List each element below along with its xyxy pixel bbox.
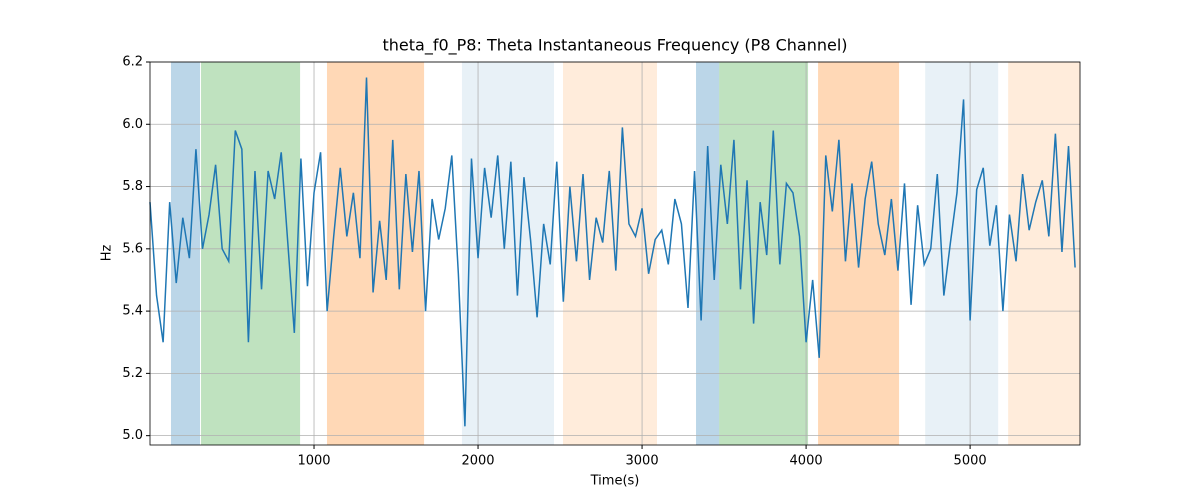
x-tick-label: 4000: [790, 454, 823, 469]
y-tick-label: 5.0: [122, 428, 143, 443]
y-axis-label: Hz: [100, 245, 115, 262]
shaded-span: [719, 62, 809, 445]
shaded-span: [696, 62, 720, 445]
y-tick-label: 5.6: [122, 241, 143, 256]
y-tick-label: 6.2: [122, 55, 143, 70]
chart-title: theta_f0_P8: Theta Instantaneous Frequen…: [382, 36, 847, 56]
y-tick-label: 5.2: [122, 366, 143, 381]
x-axis-label: Time(s): [590, 474, 640, 489]
x-tick-label: 2000: [461, 454, 494, 469]
y-tick-label: 6.0: [122, 117, 143, 132]
plot-frame: [149, 61, 1081, 446]
y-tick-label: 5.8: [122, 179, 143, 194]
shaded-span: [201, 62, 301, 445]
shaded-span: [563, 62, 657, 445]
data-line: [149, 77, 1076, 427]
shaded-span: [461, 62, 554, 445]
x-tick-label: 1000: [297, 454, 330, 469]
shaded-span: [1008, 62, 1080, 445]
x-tick-label: 5000: [954, 454, 987, 469]
y-tick-label: 5.4: [122, 304, 143, 319]
shaded-span: [170, 62, 201, 445]
x-tick-label: 3000: [626, 454, 659, 469]
shaded-span: [326, 62, 425, 445]
shaded-span: [818, 62, 900, 445]
